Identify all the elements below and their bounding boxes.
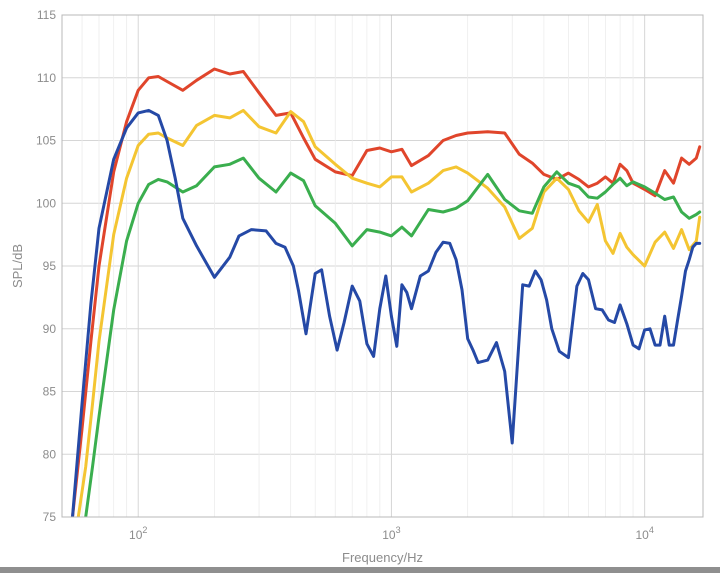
y-tick-label: 105 bbox=[36, 134, 56, 148]
series-group bbox=[71, 67, 702, 517]
plot-frame bbox=[61, 14, 704, 518]
x-tick-exponent: 2 bbox=[142, 525, 147, 535]
y-tick-label: 115 bbox=[37, 8, 56, 22]
x-tick-base: 10 bbox=[635, 528, 649, 542]
x-tick-base: 10 bbox=[129, 528, 143, 542]
y-tick-label: 100 bbox=[36, 196, 56, 210]
x-tick-base: 10 bbox=[382, 528, 396, 542]
x-tick-exponent: 3 bbox=[396, 525, 401, 535]
x-tick-label: 103 bbox=[382, 525, 400, 542]
series-line-red bbox=[71, 67, 702, 517]
y-tick-labels: 75 80 85 90 95 100 105 110 115 bbox=[36, 8, 56, 524]
y-tick-label: 95 bbox=[43, 259, 57, 273]
x-tick-labels: 102 103 104 bbox=[129, 525, 654, 542]
x-tick-label: 104 bbox=[635, 525, 653, 542]
y-tick-label: 75 bbox=[43, 510, 57, 524]
y-tick-label: 85 bbox=[43, 385, 57, 399]
bottom-band bbox=[0, 567, 720, 573]
y-tick-label: 80 bbox=[43, 447, 57, 461]
x-axis-label: Frequency/Hz bbox=[342, 550, 423, 565]
y-axis-label: SPL/dB bbox=[10, 244, 25, 288]
y-tick-label: 110 bbox=[37, 71, 56, 85]
x-tick-exponent: 4 bbox=[649, 525, 654, 535]
y-tick-label: 90 bbox=[43, 322, 57, 336]
x-tick-label: 102 bbox=[129, 525, 147, 542]
series-line-blue bbox=[71, 108, 702, 517]
